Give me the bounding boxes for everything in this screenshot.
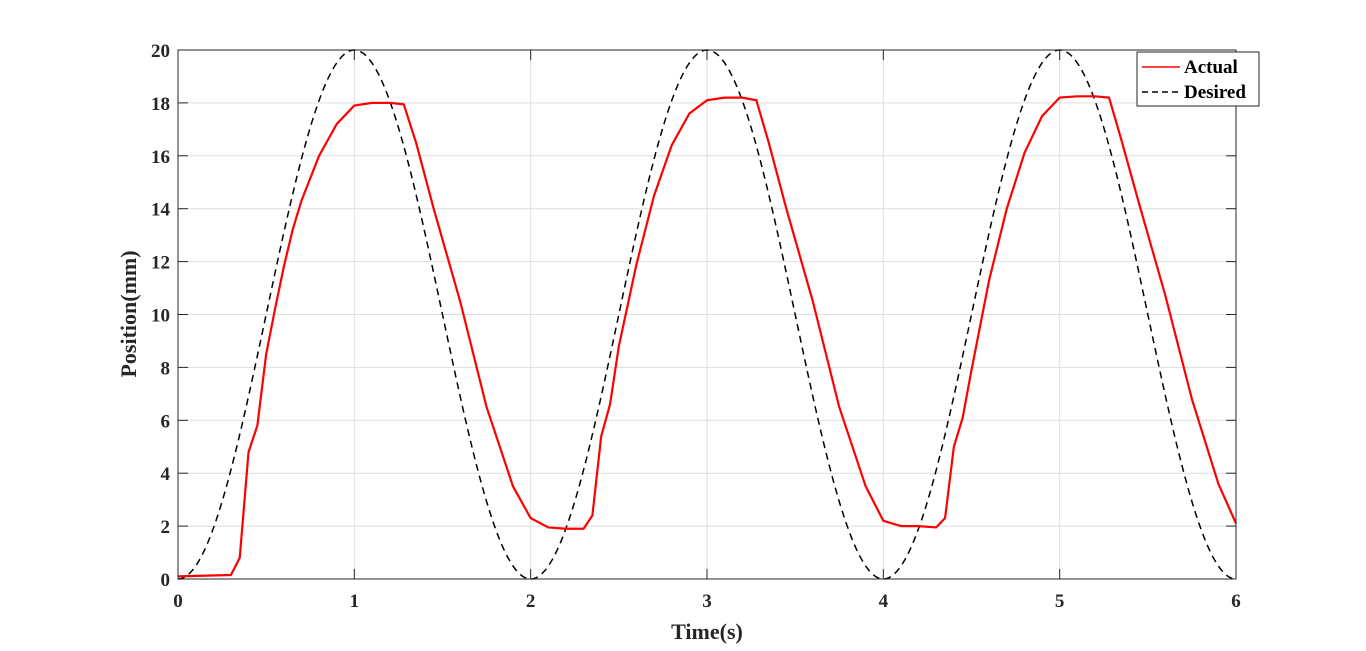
series-line-actual xyxy=(177,95,1238,578)
legend: Actual Desired xyxy=(1136,51,1260,107)
y-tick-labels: 0 2 4 6 8 10 12 14 16 18 20 xyxy=(151,41,171,591)
x-tick-label: 1 xyxy=(350,591,360,612)
legend-label-actual: Actual xyxy=(1184,57,1238,78)
x-axis-label: Time(s) xyxy=(671,619,743,644)
y-axis-label: Position(mm) xyxy=(116,250,141,377)
x-tick-label: 0 xyxy=(173,591,183,612)
x-tick-label: 3 xyxy=(702,591,712,612)
x-tick-label: 4 xyxy=(879,591,889,612)
y-tick-label: 8 xyxy=(161,358,171,379)
y-tick-label: 4 xyxy=(161,464,171,485)
y-tick-label: 6 xyxy=(161,411,171,432)
x-tick-label: 6 xyxy=(1231,591,1241,612)
y-tick-label: 14 xyxy=(151,200,171,221)
y-tick-label: 2 xyxy=(161,517,171,538)
x-tick-label: 5 xyxy=(1055,591,1065,612)
y-tick-label: 18 xyxy=(151,94,170,115)
y-tick-label: 12 xyxy=(151,253,170,274)
x-tick-label: 2 xyxy=(526,591,536,612)
y-tick-label: 16 xyxy=(151,147,170,168)
y-tick-label: 0 xyxy=(161,570,171,591)
x-tick-labels: 0 1 2 3 4 5 6 xyxy=(173,591,1241,612)
legend-label-desired: Desired xyxy=(1184,82,1246,103)
y-tick-label: 20 xyxy=(151,41,170,62)
y-tick-label: 10 xyxy=(151,306,170,327)
legend-box xyxy=(1136,51,1260,107)
